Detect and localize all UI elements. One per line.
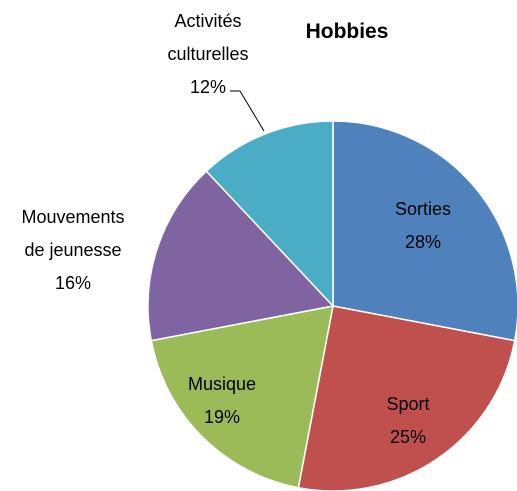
slices xyxy=(147,120,517,491)
category-label: Musique xyxy=(187,374,257,394)
leader-line xyxy=(230,90,265,132)
category-label: Activités culturelles xyxy=(167,11,249,64)
data-label: Mouvements de jeunesse 16% xyxy=(10,201,136,300)
pie-slice xyxy=(150,305,334,489)
value-label: 19% xyxy=(203,407,241,427)
value-label: 12% xyxy=(189,77,227,97)
category-label: Mouvements de jeunesse xyxy=(21,207,125,260)
data-label: Musique 19% xyxy=(162,368,282,434)
data-label: Sorties 28% xyxy=(363,193,483,259)
value-label: 28% xyxy=(404,232,442,252)
value-label: 25% xyxy=(389,427,427,447)
pie-slice xyxy=(332,120,517,342)
data-label: Activités culturelles 12% xyxy=(143,5,273,104)
pie-slice xyxy=(147,170,335,342)
value-label: 16% xyxy=(54,273,92,293)
category-label: Sorties xyxy=(394,199,452,219)
chart-title: Hobbies xyxy=(305,20,389,43)
category-label: Sport xyxy=(386,394,430,414)
pie-slice xyxy=(205,120,334,308)
data-label: Sport 25% xyxy=(348,388,468,454)
